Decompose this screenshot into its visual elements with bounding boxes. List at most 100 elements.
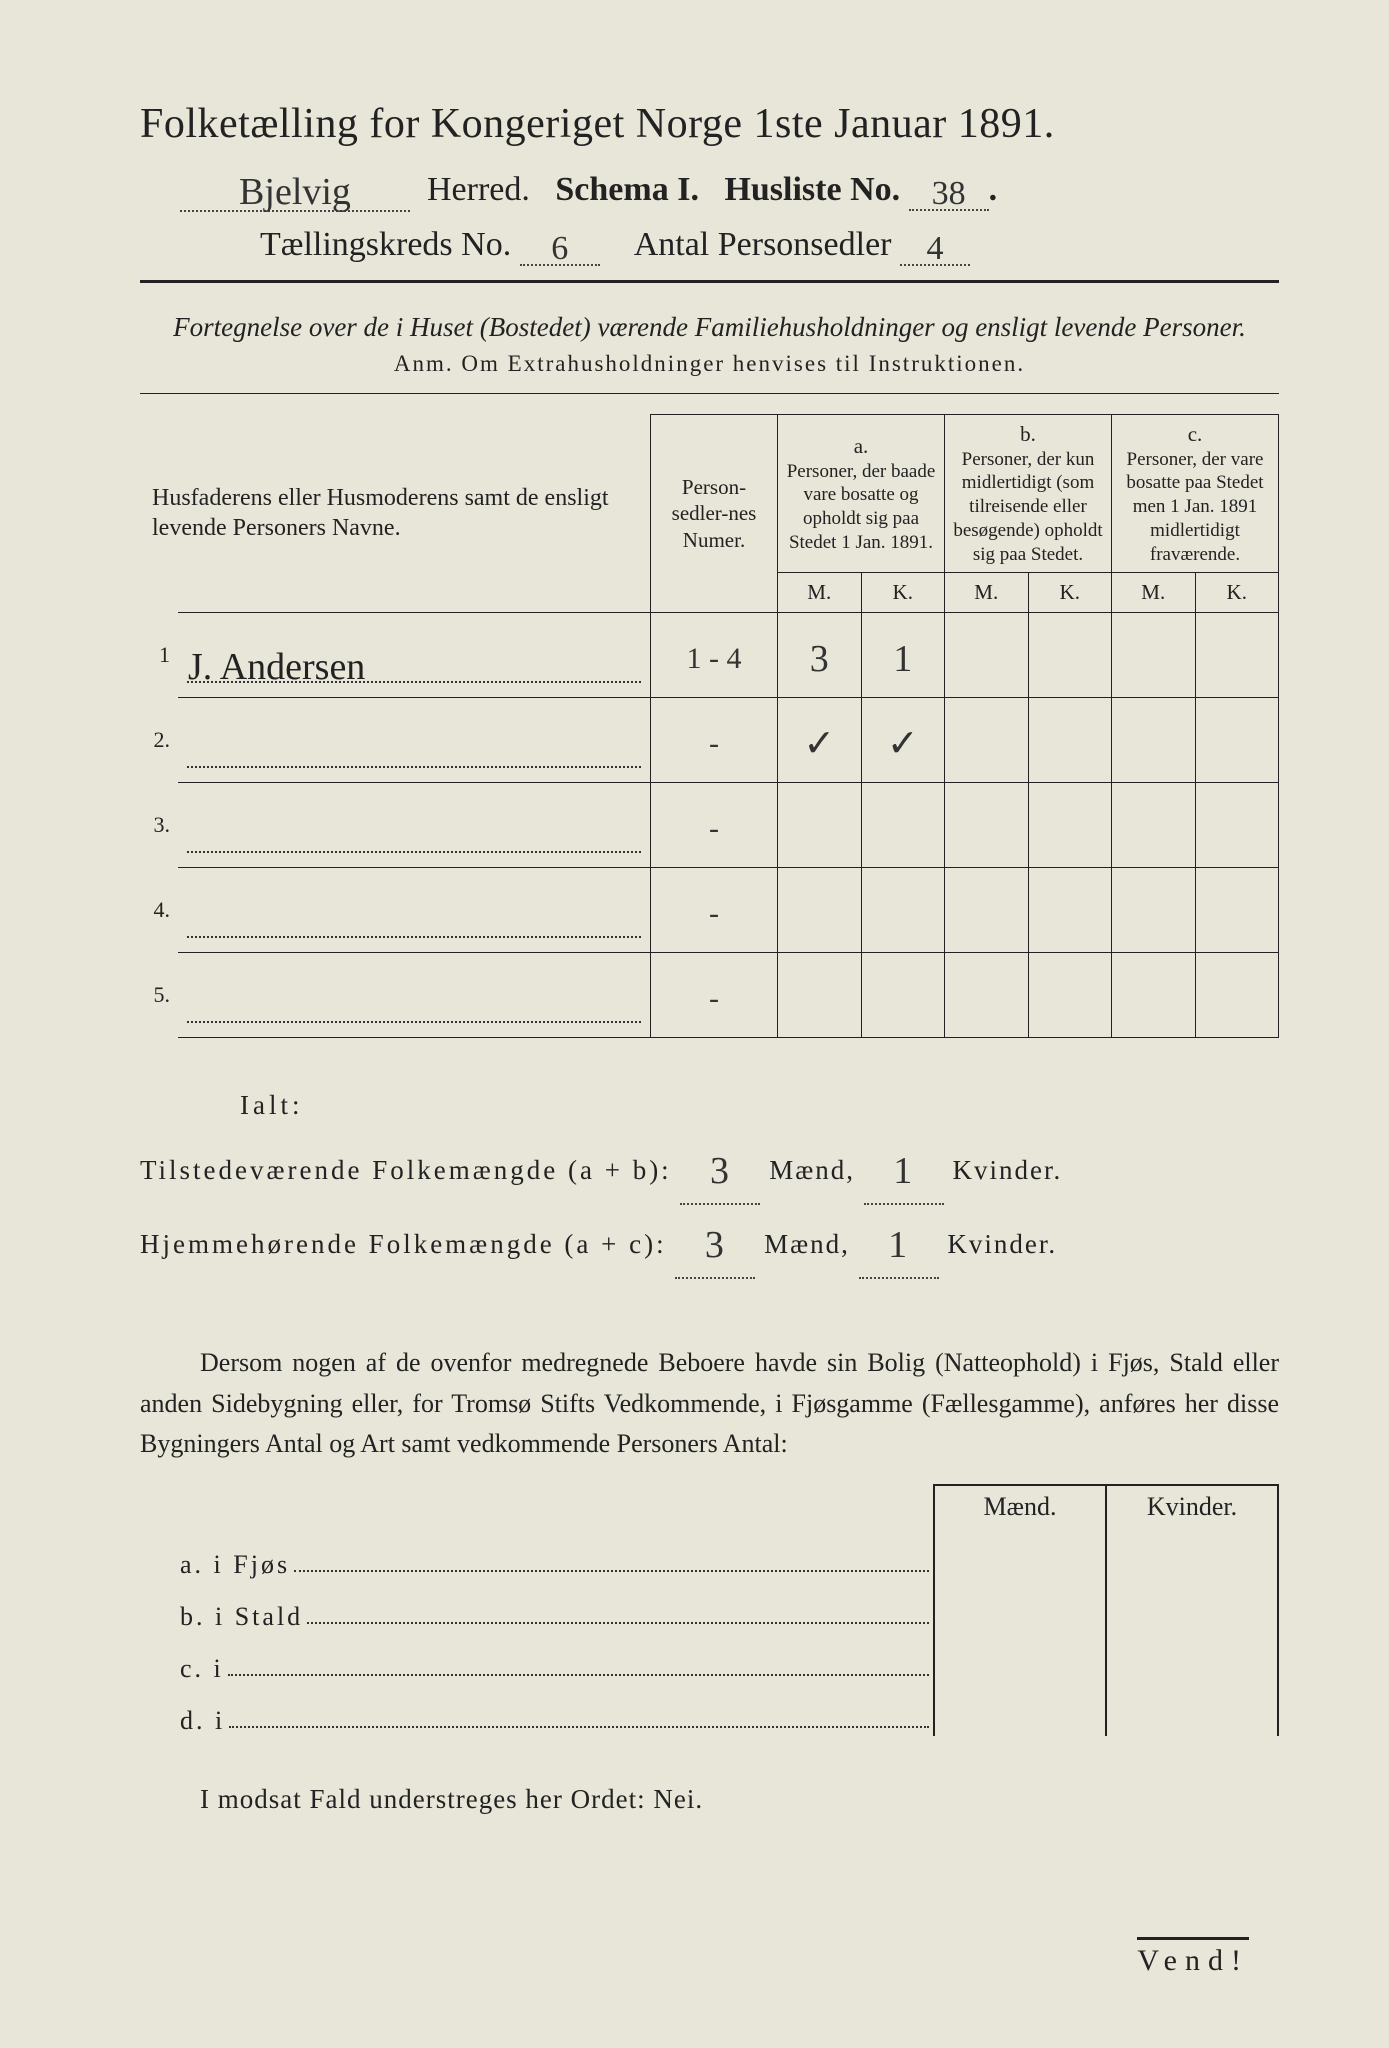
numer-cell: - [651, 782, 778, 867]
numer-cell: - [651, 952, 778, 1037]
col-c-text: Personer, der vare bosatte paa Stedet me… [1120, 448, 1270, 567]
c-m-cell [1112, 697, 1196, 782]
a-m-cell [778, 952, 862, 1037]
b-k-cell [1028, 612, 1112, 697]
hjemme-label: Hjemmehørende Folkemængde (a + c): [140, 1229, 667, 1259]
ialt-label: Ialt: [140, 1080, 1279, 1131]
b-m-cell [945, 952, 1029, 1037]
hjemme-m: 3 [705, 1209, 726, 1281]
header-line-2: Tællingskreds No. 6 Antal Personsedler 4 [140, 226, 1279, 266]
row-c: c. i [140, 1632, 1279, 1684]
row-c-label: c. i [140, 1654, 224, 1684]
a-m-cell: ✓ [778, 697, 862, 782]
row-b: b. i Stald [140, 1580, 1279, 1632]
husliste-value: 38 [932, 175, 966, 213]
col-a-text: Personer, der baade vare bosatte og opho… [786, 460, 936, 555]
c-m-cell [1112, 612, 1196, 697]
note-rule [140, 393, 1279, 394]
household-table: Husfaderens eller Husmoderens samt de en… [140, 414, 1279, 1037]
row-number: 2. [140, 697, 178, 782]
c-k-cell [1195, 612, 1279, 697]
tilstede-m: 3 [710, 1135, 731, 1207]
census-form-page: Folketælling for Kongeriget Norge 1ste J… [0, 0, 1389, 2048]
b-m-cell [945, 782, 1029, 867]
col-b-text: Personer, der kun midlertidigt (som tilr… [953, 448, 1103, 567]
a-m-cell: 3 [778, 612, 862, 697]
name-cell [178, 952, 651, 1037]
row-a-label: a. i Fjøs [140, 1550, 290, 1580]
a-m-cell [778, 867, 862, 952]
building-header-row: Mænd. Kvinder. [140, 1484, 1279, 1528]
b-k-cell [1028, 782, 1112, 867]
b-m-cell [945, 867, 1029, 952]
name-cell [178, 782, 651, 867]
row-d-label: d. i [140, 1706, 225, 1736]
row-b-label: b. i Stald [140, 1602, 303, 1632]
fortegnelse-note: Fortegnelse over de i Huset (Bostedet) v… [140, 309, 1279, 345]
col-b-k: K. [1028, 573, 1112, 612]
row-number: 1 [140, 612, 178, 697]
col-a-header: a. Personer, der baade vare bosatte og o… [778, 415, 945, 573]
col-b-tag: b. [953, 421, 1103, 447]
husliste-label: Husliste No. [724, 171, 900, 208]
a-k-cell [861, 952, 945, 1037]
col-c-k: K. [1195, 573, 1279, 612]
numer-cell: - [651, 697, 778, 782]
b-m-cell [945, 697, 1029, 782]
c-k-cell [1195, 782, 1279, 867]
name-cell: J. Andersen [178, 612, 651, 697]
table-row: 2. - ✓ ✓ [140, 697, 1279, 782]
c-k-cell [1195, 697, 1279, 782]
header-line-1: Bjelvig Herred. Schema I. Husliste No. 3… [140, 166, 1279, 212]
page-title: Folketælling for Kongeriget Norge 1ste J… [140, 100, 1279, 148]
col-a-tag: a. [786, 433, 936, 459]
a-k-cell: ✓ [861, 697, 945, 782]
b-k-cell [1028, 952, 1112, 1037]
tilstede-label: Tilstedeværende Folkemængde (a + b): [140, 1155, 672, 1185]
a-m-cell [778, 782, 862, 867]
a-k-cell [861, 867, 945, 952]
table-row: 4. - [140, 867, 1279, 952]
maend-label-1: Mænd, [769, 1155, 855, 1185]
tilstede-k: 1 [893, 1135, 914, 1207]
totals-section: Ialt: Tilstedeværende Folkemængde (a + b… [140, 1080, 1279, 1280]
herred-value: Bjelvig [239, 170, 351, 214]
bottom-paragraph: Dersom nogen af de ovenfor medregnede Be… [140, 1343, 1279, 1464]
anm-note: Anm. Om Extrahusholdninger henvises til … [140, 351, 1279, 377]
nei-line: I modsat Fald understreges her Ordet: Ne… [140, 1784, 1279, 1815]
c-k-cell [1195, 867, 1279, 952]
kvinder-label-1: Kvinder. [952, 1155, 1062, 1185]
schema-label: Schema I. [555, 171, 699, 208]
table-row: 1 J. Andersen 1 - 4 3 1 [140, 612, 1279, 697]
b-m-cell [945, 612, 1029, 697]
name-cell [178, 697, 651, 782]
b-k-cell [1028, 867, 1112, 952]
col-a-k: K. [861, 573, 945, 612]
col-c-m: M. [1112, 573, 1196, 612]
numer-cell: 1 - 4 [651, 612, 778, 697]
c-m-cell [1112, 782, 1196, 867]
antal-label: Antal Personsedler [634, 226, 892, 263]
c-m-cell [1112, 867, 1196, 952]
a-k-cell: 1 [861, 612, 945, 697]
col-b-m: M. [945, 573, 1029, 612]
col-c-tag: c. [1120, 421, 1270, 447]
table-row: 5. - [140, 952, 1279, 1037]
c-m-cell [1112, 952, 1196, 1037]
b-k-cell [1028, 697, 1112, 782]
hjemme-k: 1 [888, 1209, 909, 1281]
vend-label: Vend! [1137, 1937, 1249, 1978]
col-names-header: Husfaderens eller Husmoderens samt de en… [140, 415, 651, 612]
row-number: 5. [140, 952, 178, 1037]
antal-value: 4 [927, 230, 944, 268]
row-a: a. i Fjøs [140, 1528, 1279, 1580]
kreds-value: 6 [551, 230, 568, 268]
numer-cell: - [651, 867, 778, 952]
name-cell [178, 867, 651, 952]
table-row: 3. - [140, 782, 1279, 867]
maend-label-2: Mænd, [764, 1229, 850, 1259]
c-k-cell [1195, 952, 1279, 1037]
row-number: 3. [140, 782, 178, 867]
col-c-header: c. Personer, der vare bosatte paa Stedet… [1112, 415, 1279, 573]
row-number: 4. [140, 867, 178, 952]
